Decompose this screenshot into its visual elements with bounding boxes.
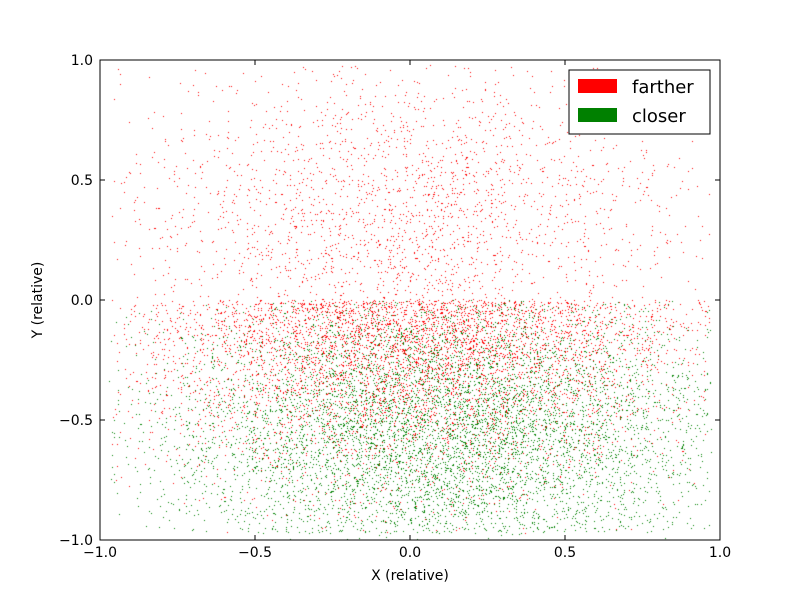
y-tick-label: 0.5 — [71, 173, 93, 189]
legend-label-closer: closer — [632, 106, 686, 127]
y-tick-label: −1.0 — [59, 533, 93, 549]
y-tick-label: 1.0 — [71, 53, 93, 69]
x-axis-label: X (relative) — [371, 568, 449, 584]
legend-swatch-closer — [578, 108, 617, 122]
x-tick-label: 0.5 — [554, 545, 576, 561]
legend: farther closer — [568, 69, 711, 135]
legend-swatch-farther — [578, 79, 617, 93]
scatter-points-canvas — [100, 60, 720, 540]
y-tick-label: 0.0 — [71, 293, 93, 309]
y-axis-label: Y (relative) — [30, 262, 46, 340]
x-tick-label: −1.0 — [83, 545, 117, 561]
x-tick-label: 0.0 — [399, 545, 421, 561]
y-tick-label: −0.5 — [59, 413, 93, 429]
legend-label-farther: farther — [632, 77, 694, 98]
ticks-group: −1.0 −0.5 0.0 0.5 1.0 −1.0 −0.5 0.0 0.5 1.0 — [59, 53, 731, 561]
x-tick-label: −0.5 — [238, 545, 272, 561]
x-tick-label: 1.0 — [709, 545, 731, 561]
